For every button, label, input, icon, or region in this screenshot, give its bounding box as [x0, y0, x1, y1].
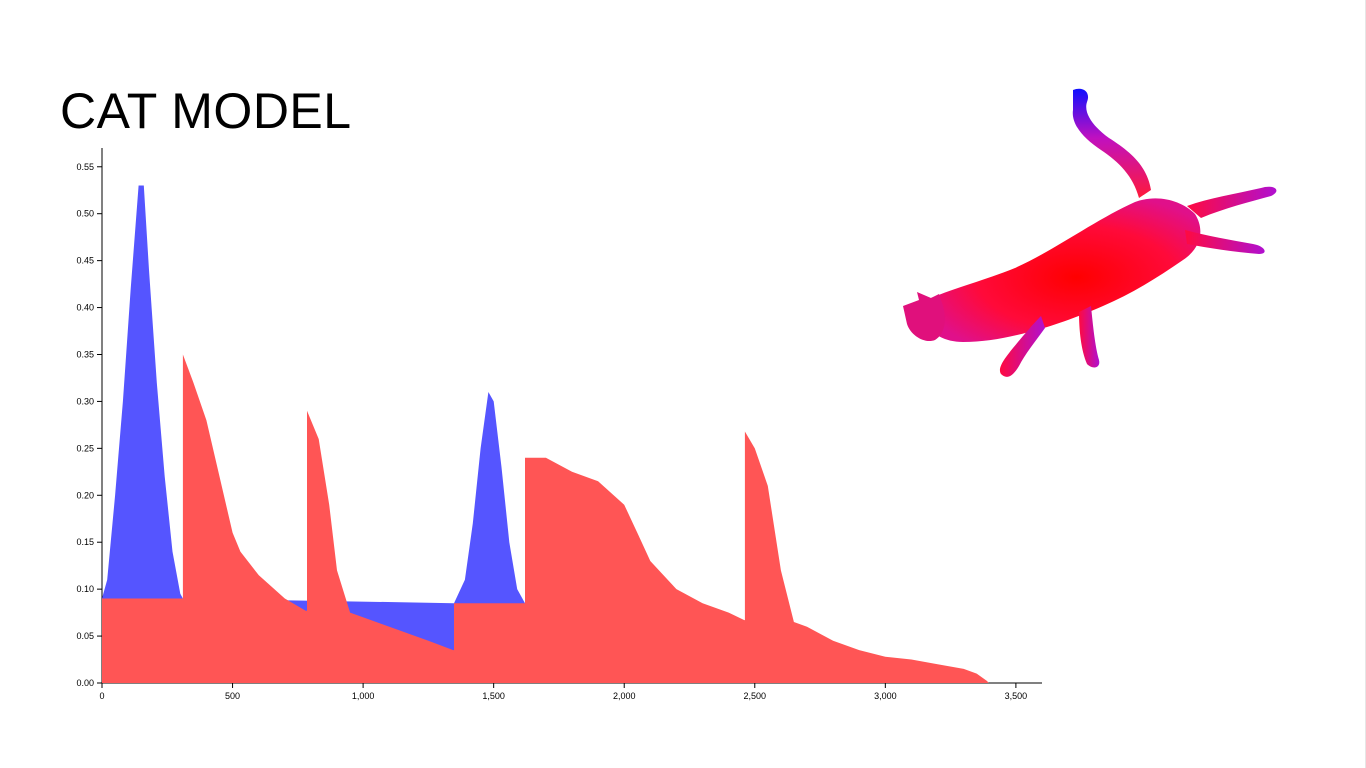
x-tick-label: 2,000 [613, 691, 636, 701]
cat-front-leg [999, 316, 1045, 377]
x-tick-label: 500 [225, 691, 240, 701]
y-tick-label: 0.20 [76, 490, 94, 500]
y-tick-label: 0.00 [76, 678, 94, 688]
y-tick-label: 0.10 [76, 584, 94, 594]
cat-model-image [903, 88, 1277, 377]
cat-hind-leg [1187, 186, 1277, 218]
y-tick-label: 0.15 [76, 537, 94, 547]
x-tick-label: 1,000 [352, 691, 375, 701]
y-tick-label: 0.50 [76, 209, 94, 219]
chart-axes: 0.00 0.05 0.10 0.15 0.20 0.25 0.30 0.35 0.40 0.45… [76, 148, 1042, 701]
y-tick-label: 0.30 [76, 396, 94, 406]
x-tick-label: 0 [99, 691, 104, 701]
x-tick-label: 2,500 [744, 691, 767, 701]
y-tick-label: 0.40 [76, 303, 94, 313]
cat-front-leg [1079, 306, 1100, 368]
y-tick-label: 0.55 [76, 162, 94, 172]
chart-series [102, 185, 989, 683]
y-tick-label: 0.05 [76, 631, 94, 641]
x-tick-label: 3,500 [1005, 691, 1028, 701]
page-title: CAT MODEL [60, 83, 352, 139]
y-tick-label: 0.25 [76, 443, 94, 453]
cat-tail [1072, 88, 1151, 198]
cat-body [925, 198, 1201, 342]
x-tick-label: 1,500 [482, 691, 505, 701]
cat-hind-leg [1185, 230, 1265, 254]
x-tick-label: 3,000 [874, 691, 897, 701]
series-area-0 [102, 354, 989, 683]
y-tick-label: 0.35 [76, 349, 94, 359]
cat-head [903, 292, 945, 342]
y-tick-label: 0.45 [76, 256, 94, 266]
